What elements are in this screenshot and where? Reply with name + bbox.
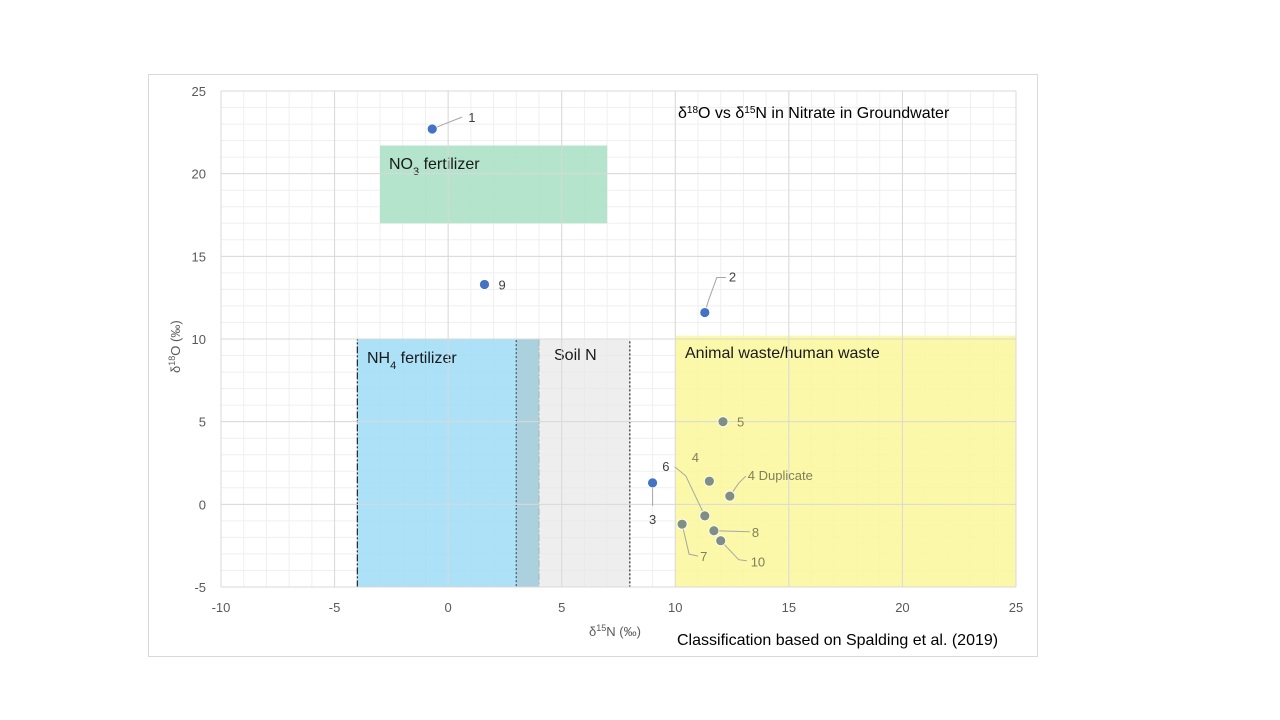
data-points — [426, 123, 736, 547]
data-point-9 — [479, 279, 490, 290]
y-axis-title: δ18O (‰) — [167, 320, 183, 373]
data-point-1 — [426, 123, 438, 135]
data-point-4 — [703, 475, 715, 487]
data-point-6 — [699, 510, 711, 522]
zone-label-animal-waste: Animal waste/human waste — [685, 345, 880, 362]
leader-line-7 — [681, 524, 699, 557]
x-axis-title: δ15N (‰) — [589, 623, 641, 639]
y-tick-label: 5 — [199, 415, 206, 430]
data-point-label-6: 6 — [662, 459, 669, 474]
data-point-labels: 1 2 3 4 4 Duplicate 5 6 7 8 9 10 — [468, 110, 813, 570]
leader-line-8 — [713, 530, 750, 533]
y-tick-label: -5 — [194, 580, 206, 595]
data-point-2 — [699, 307, 711, 318]
zone-overlap — [516, 339, 539, 587]
data-point-7 — [676, 518, 688, 530]
data-point-label-5: 5 — [737, 415, 744, 430]
y-axis-tick-labels: -5 0 5 10 15 20 25 — [192, 84, 206, 595]
zone-animal-waste — [675, 335, 1016, 587]
zone-label-soil-n: Soil N — [554, 347, 597, 364]
data-point-label-1: 1 — [468, 110, 475, 125]
x-tick-label: 20 — [895, 600, 909, 615]
data-point-4-duplicate — [724, 490, 736, 502]
x-tick-label: 5 — [558, 600, 565, 615]
x-tick-label: -5 — [329, 600, 341, 615]
data-point-3 — [647, 477, 658, 489]
scatter-plot: NH4 fertilizer Soil N Animal waste/human w… — [167, 84, 1024, 649]
y-tick-label: 15 — [192, 249, 206, 264]
zone-label-nh4-fertilizer: NH4 fertilizer — [367, 350, 457, 372]
chart-frame: NH4 fertilizer Soil N Animal waste/human w… — [148, 74, 1038, 657]
x-tick-label: -10 — [212, 600, 231, 615]
data-point-label-4: 4 — [692, 450, 699, 465]
data-point-label-10: 10 — [751, 555, 765, 570]
data-point-label-2: 2 — [729, 270, 736, 285]
x-axis-tick-labels: -10 -5 0 5 10 15 20 25 — [212, 600, 1024, 615]
data-point-label-3: 3 — [649, 512, 656, 527]
x-tick-label: 15 — [782, 600, 796, 615]
data-point-10 — [715, 535, 727, 547]
x-tick-label: 25 — [1009, 600, 1023, 615]
classification-note: Classification based on Spalding et al. … — [677, 632, 998, 649]
y-tick-label: 25 — [192, 84, 206, 99]
x-tick-label: 10 — [668, 600, 682, 615]
leader-line-6 — [674, 466, 706, 517]
leader-line-2 — [704, 277, 726, 313]
data-point-label-7: 7 — [700, 549, 707, 564]
zone-no3-fertilizer — [380, 145, 608, 224]
label-leader-lines — [432, 116, 750, 562]
data-point-label-9: 9 — [498, 277, 505, 292]
chart-title: δ18O vs δ15N in Nitrate in Groundwater — [678, 105, 950, 123]
y-tick-label: 0 — [199, 497, 206, 512]
data-point-5 — [717, 416, 729, 428]
y-tick-label: 20 — [192, 167, 206, 182]
leader-line-10 — [720, 540, 747, 562]
data-point-label-8: 8 — [752, 525, 759, 540]
data-point-label-4-duplicate: 4 Duplicate — [748, 468, 813, 483]
y-tick-label: 10 — [192, 332, 206, 347]
zone-label-no3-fertilizer: NO3 fertilizer — [389, 156, 480, 178]
major-gridlines — [220, 90, 1017, 588]
classification-zones: NH4 fertilizer Soil N Animal waste/human w… — [356, 145, 1016, 588]
x-tick-label: 0 — [445, 600, 452, 615]
data-point-8 — [708, 525, 720, 537]
